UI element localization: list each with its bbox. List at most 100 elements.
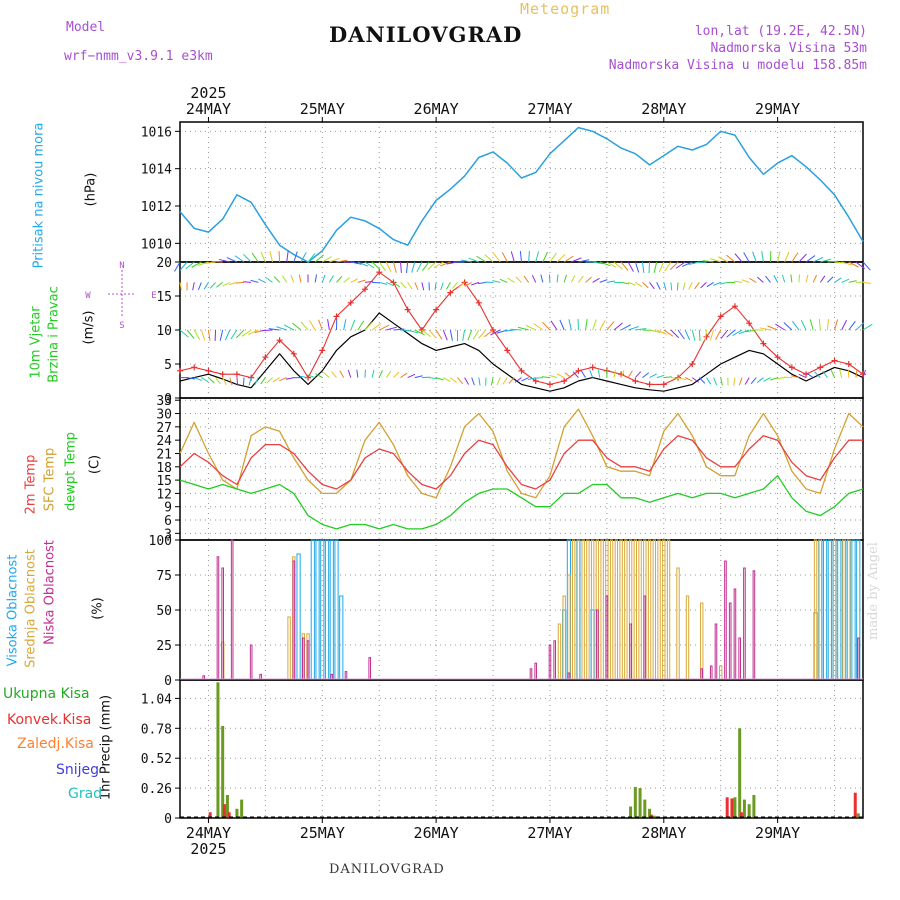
wind-barb (798, 253, 807, 263)
y-tick-label: 1014 (141, 163, 172, 178)
cloud-low-bar (302, 637, 305, 680)
wind-barb (179, 329, 189, 338)
wind-gust-marker (618, 371, 625, 378)
y-tick-label: 6 (164, 514, 172, 529)
wind-barb (571, 257, 582, 263)
wind-barb (826, 319, 829, 331)
y-tick-label: 18 (156, 461, 172, 476)
wind-barb (531, 274, 537, 283)
wind-barb (493, 252, 501, 263)
cloud-low-bar (534, 662, 538, 680)
cloud-low-bar (714, 623, 718, 680)
wind-barb (450, 377, 457, 384)
cloud-mid-bar (576, 539, 581, 680)
y-tick-label: 0.78 (141, 722, 172, 737)
precip-total-bar (235, 808, 239, 817)
y-tick-label: 1016 (141, 125, 172, 140)
precip-total-bar (648, 808, 652, 817)
wind-barb (649, 329, 661, 333)
wind-barb (414, 282, 419, 290)
wind-barb (578, 275, 584, 283)
wind-barb (192, 282, 195, 291)
wind-barb (720, 329, 729, 339)
wind-barb (734, 280, 743, 283)
wind-barb (550, 320, 558, 331)
wind-barb (761, 251, 764, 263)
precip-conv-bar (227, 812, 231, 817)
wind-gust-marker (376, 269, 383, 276)
cloud-low-bar (724, 560, 727, 680)
wind-barb (379, 281, 388, 285)
wind-gust-marker (660, 381, 667, 388)
wind-barb (658, 261, 665, 273)
cloud-mid-bar (719, 665, 723, 680)
cloud-mid-bar (557, 623, 562, 680)
wind-barb (676, 282, 679, 291)
wind-barb (357, 279, 366, 283)
wind-barb (254, 377, 259, 386)
wind-barb (281, 275, 288, 283)
wind-barb (749, 277, 757, 283)
wind-barb (519, 251, 522, 263)
wind-barb (744, 377, 750, 385)
wind-barb (684, 329, 691, 341)
cloud-mid-bar (614, 539, 619, 680)
wind-barb (700, 282, 707, 289)
wind-barb (563, 274, 568, 283)
wind-barb (226, 257, 238, 263)
wind-barb (819, 275, 826, 283)
wind-gust-marker (632, 378, 639, 384)
wind-barb (356, 369, 359, 378)
wind-barb (406, 261, 409, 273)
wind-gust-marker (646, 381, 653, 388)
wind-barb (641, 261, 645, 273)
y-tick-label: 20 (156, 256, 172, 271)
wind-barb (416, 261, 423, 273)
wind-barb (706, 281, 714, 288)
wind-barb (471, 281, 479, 286)
wind-barb (477, 281, 487, 285)
wind-barb (580, 370, 586, 378)
wind-barb (400, 282, 407, 289)
wind-barb (272, 377, 280, 383)
year-label-top: 2025 (190, 84, 226, 102)
wind-barb (715, 329, 722, 340)
cloud-high-bar (310, 539, 315, 680)
day-label-bottom: 26MAY (414, 824, 459, 842)
wind-barb (407, 373, 416, 379)
wind-barb (209, 282, 216, 289)
wind-barb (688, 282, 693, 290)
wind-barb (490, 329, 501, 336)
elevation-label: Nadmorska Visina 53m (710, 41, 867, 56)
wind-barb (411, 261, 416, 273)
cloud-mid-bar (562, 595, 566, 680)
wind-barb (756, 377, 764, 384)
cloud-low-bar (567, 672, 571, 680)
cloud-low-bar (856, 637, 860, 680)
wind-barb (185, 261, 195, 270)
wind-barb (329, 257, 340, 263)
wind-barb (224, 329, 231, 341)
cloud-low-bar (733, 588, 737, 680)
y-tick-label: 3 (164, 527, 172, 542)
cloud-low-bar (306, 640, 310, 680)
wind-barb (628, 326, 639, 331)
wind-gust-marker (347, 299, 354, 306)
wind-barb (230, 329, 238, 340)
wind-barb (709, 329, 715, 341)
wind-barb (400, 261, 402, 274)
wind-barb (606, 261, 617, 268)
wind-barb (222, 377, 227, 385)
wind-barb (501, 251, 508, 263)
wind-barb (364, 261, 375, 269)
wind-barb (578, 259, 590, 263)
wind-barb (669, 261, 679, 271)
wind-gust-marker (276, 337, 283, 344)
wind-barb (292, 322, 302, 331)
wind-barb (698, 329, 701, 342)
cloud-low-bar (221, 567, 224, 680)
dewpt-line (179, 475, 864, 530)
wind-barb (517, 326, 529, 331)
cloud-low-bar (330, 673, 334, 680)
wind-barb (179, 261, 188, 271)
